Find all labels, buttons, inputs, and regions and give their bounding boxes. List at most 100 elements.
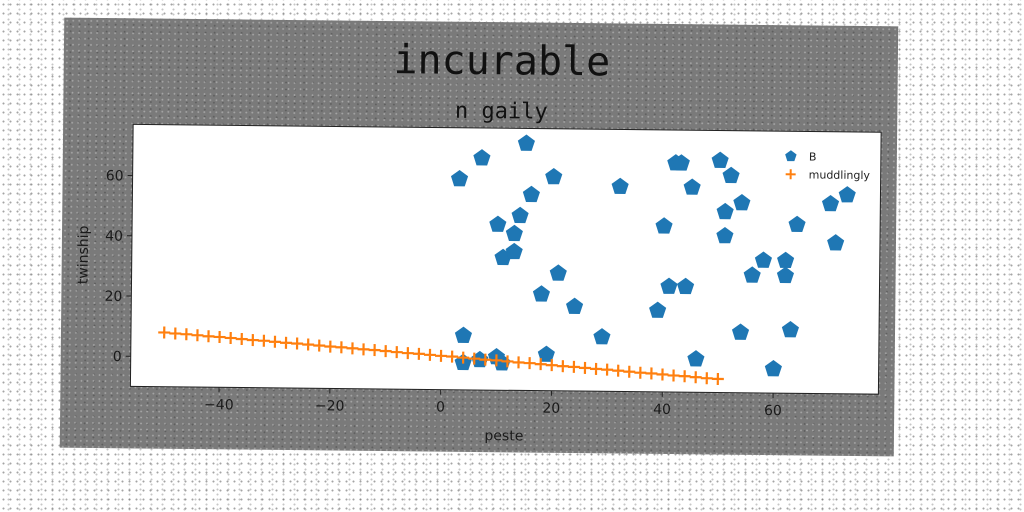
x-tick-label: 60 — [764, 403, 782, 419]
scatter-point-b — [754, 251, 772, 268]
scatter-point-b — [781, 321, 799, 338]
scatter-point-muddlingly — [623, 365, 636, 378]
scatter-point-muddlingly — [578, 361, 591, 374]
scatter-point-b — [716, 202, 734, 220]
scatter-point-b — [788, 215, 806, 233]
scatter-point-b — [687, 350, 705, 367]
scatter-point-muddlingly — [545, 359, 558, 372]
x-tick-label: −40 — [204, 397, 234, 413]
scatter-point-muddlingly — [501, 355, 514, 368]
scatter-point-muddlingly — [590, 362, 603, 375]
scatter-point-b — [655, 217, 673, 234]
scatter-point-muddlingly — [457, 351, 470, 364]
scatter-point-b — [549, 264, 567, 281]
chart-figure: incurable n gaily −40 −20 0 20 40 60 0 20 40 60 … — [59, 17, 899, 457]
scatter-point-b — [743, 266, 761, 283]
scatter-point-muddlingly — [191, 329, 204, 342]
scatter-point-muddlingly — [346, 342, 359, 355]
scatter-point-muddlingly — [180, 328, 193, 341]
data-marks — [158, 134, 856, 385]
scatter-point-muddlingly — [423, 348, 436, 361]
scatter-point-muddlingly — [435, 349, 448, 362]
scatter-point-b — [677, 277, 695, 295]
scatter-point-muddlingly — [523, 357, 536, 370]
scatter-point-muddlingly — [280, 336, 293, 349]
scatter-point-b — [716, 226, 734, 244]
scatter-point-b — [537, 345, 555, 362]
scatter-point-b — [454, 326, 472, 343]
scatter-point-muddlingly — [401, 347, 414, 360]
scatter-point-b — [711, 151, 729, 168]
scatter-point-b — [683, 178, 701, 195]
x-axis-label: peste — [484, 428, 523, 444]
chart-subtitle: n gaily — [455, 99, 548, 125]
scatter-point-b — [505, 224, 523, 242]
scatter-point-muddlingly — [556, 360, 569, 373]
y-axis-label: twinship — [75, 225, 92, 284]
scatter-point-b — [489, 215, 507, 232]
scatter-point-muddlingly — [612, 364, 625, 377]
chart-title: incurable — [393, 37, 610, 85]
legend-label: B — [809, 150, 817, 163]
scatter-point-muddlingly — [213, 330, 226, 344]
scatter-point-b — [450, 169, 469, 187]
scatter-point-b — [777, 251, 795, 269]
y-tick-label: 20 — [104, 289, 122, 305]
scatter-point-b — [473, 149, 491, 166]
scatter-point-muddlingly — [368, 344, 381, 357]
legend-marker-b — [785, 150, 797, 162]
scatter-point-muddlingly — [390, 346, 403, 359]
x-tick-label: 20 — [542, 401, 560, 417]
scatter-point-muddlingly — [678, 370, 691, 383]
scatter-point-muddlingly — [302, 338, 315, 351]
legend-marker-muddlingly — [785, 169, 796, 180]
scatter-point-muddlingly — [202, 330, 215, 343]
scatter-point-b — [522, 185, 540, 203]
scatter-point-muddlingly — [512, 356, 525, 369]
scatter-point-b — [517, 134, 535, 151]
scatter-point-muddlingly — [468, 352, 481, 365]
y-tick-label: 40 — [105, 229, 123, 245]
scatter-point-muddlingly — [235, 333, 248, 346]
scatter-point-b — [545, 167, 563, 185]
scatter-point-b — [511, 206, 529, 224]
scatter-point-b — [672, 154, 690, 171]
scatter-point-b — [821, 194, 840, 212]
y-axis-ticks: 0 20 40 60 — [104, 168, 133, 365]
scatter-point-muddlingly — [634, 366, 647, 379]
scatter-point-muddlingly — [324, 340, 337, 353]
scatter-point-muddlingly — [645, 367, 658, 380]
scatter-point-b — [731, 323, 750, 340]
scatter-point-muddlingly — [667, 369, 680, 382]
scatter-point-muddlingly — [379, 345, 392, 358]
scatter-point-muddlingly — [357, 343, 370, 356]
scatter-point-muddlingly — [656, 368, 669, 381]
scatter-point-muddlingly — [158, 326, 171, 339]
scatter-point-b — [505, 242, 523, 260]
scatter-point-muddlingly — [711, 372, 724, 385]
scatter-point-muddlingly — [479, 353, 492, 366]
scatter-point-muddlingly — [534, 358, 547, 371]
scatter-point-muddlingly — [257, 334, 270, 347]
y-tick-label: 0 — [113, 349, 122, 365]
scatter-point-muddlingly — [246, 334, 259, 347]
scatter-point-muddlingly — [313, 339, 326, 352]
scatter-point-b — [733, 194, 751, 211]
scatter-point-b — [838, 186, 856, 203]
scatter-point-muddlingly — [567, 360, 580, 373]
scatter-point-muddlingly — [335, 341, 348, 354]
scatter-point-b — [764, 360, 782, 377]
scatter-point-b — [593, 328, 611, 345]
scatter-point-muddlingly — [490, 354, 503, 367]
chart-canvas: incurable n gaily −40 −20 0 20 40 60 0204060 … — [75, 37, 882, 444]
scatter-point-muddlingly — [601, 363, 614, 376]
x-tick-label: 0 — [436, 400, 445, 416]
y-tick-label: 60 — [106, 168, 124, 184]
scatter-point-muddlingly — [446, 350, 459, 363]
scatter-point-b — [827, 234, 845, 251]
scatter-point-muddlingly — [169, 327, 182, 340]
scatter-point-muddlingly — [412, 347, 425, 360]
scatter-point-muddlingly — [689, 371, 702, 384]
x-axis-ticks: −40 −20 0 20 40 60 — [204, 387, 782, 419]
scatter-point-b — [649, 301, 667, 318]
